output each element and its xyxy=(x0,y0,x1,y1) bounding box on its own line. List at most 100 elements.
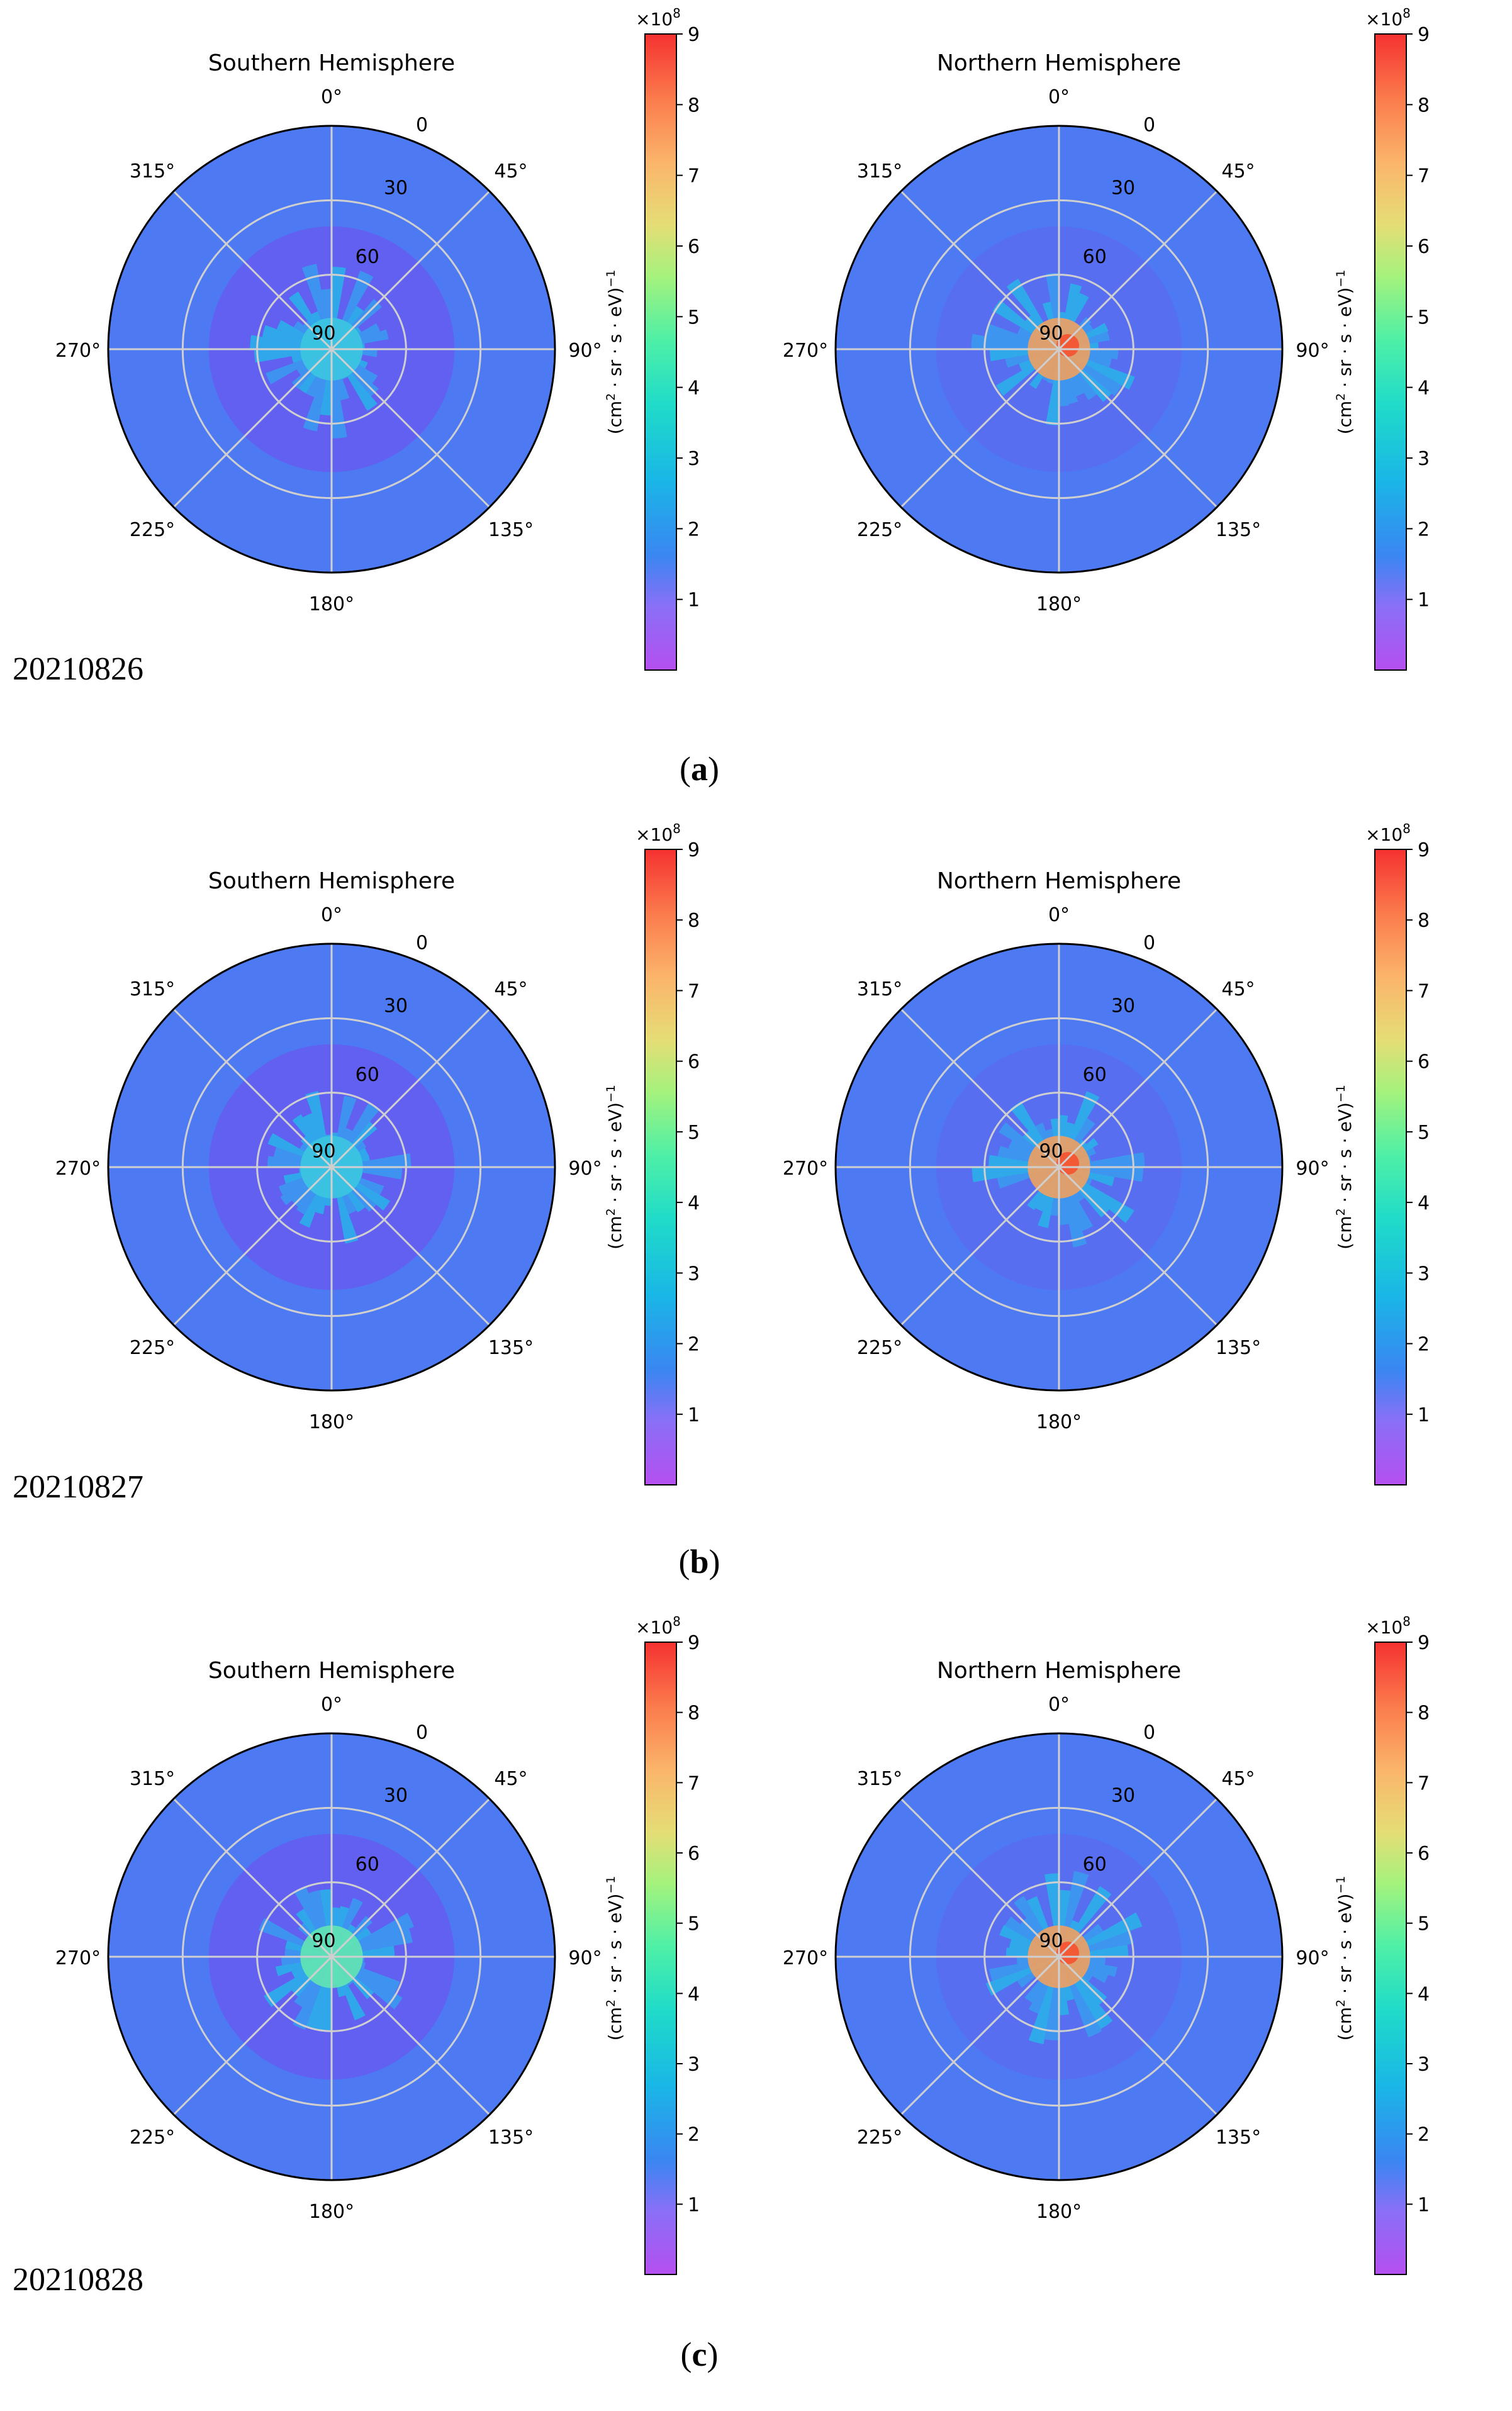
angle-tick-label: 270° xyxy=(55,1947,101,1969)
grid-spoke xyxy=(900,1166,1060,1326)
radial-tick-label: 90 xyxy=(311,1140,335,1162)
colorbar-tick-label: 3 xyxy=(1418,2054,1430,2076)
colorbar-tick-label: 3 xyxy=(688,1263,700,1285)
colorbar-tick-label: 4 xyxy=(688,1192,700,1214)
colorbar-tick-label: 7 xyxy=(1418,1772,1430,1794)
radial-tick-label: 0 xyxy=(1143,1722,1155,1744)
colorbar-tick-label: 9 xyxy=(688,24,700,46)
angle-tick-label: 90° xyxy=(568,340,602,362)
radial-tick-label: 0 xyxy=(1143,115,1155,137)
angle-tick-label: 135° xyxy=(488,519,534,541)
angle-tick-label: 0° xyxy=(1048,904,1070,926)
radial-tick-label: 60 xyxy=(356,246,379,268)
radial-tick-label: 0 xyxy=(1143,932,1155,954)
angle-tick-label: 135° xyxy=(488,1337,534,1359)
polar-frame xyxy=(834,1732,1284,2181)
radial-tick-label: 30 xyxy=(1111,177,1135,199)
radial-tick-label: 60 xyxy=(1083,1064,1107,1086)
colorbar-label: (cm2 · sr · s · eV)−1 xyxy=(1334,1085,1355,1250)
angle-tick-label: 225° xyxy=(130,2127,175,2149)
angle-tick-label: 0° xyxy=(321,1694,342,1716)
colorbar-label: (cm2 · sr · s · eV)−1 xyxy=(1334,1876,1355,2041)
angle-tick-label: 315° xyxy=(857,160,902,182)
grid-spoke xyxy=(900,1955,1060,2116)
colorbar-multiplier: ×108 xyxy=(636,821,681,845)
grid-spoke xyxy=(900,1008,1060,1168)
plot-title: Southern Hemisphere xyxy=(208,868,455,894)
angle-tick-label: 0° xyxy=(321,86,342,108)
polar-frame xyxy=(107,1732,556,2181)
angle-tick-label: 45° xyxy=(494,1768,527,1790)
angle-tick-label: 180° xyxy=(309,593,354,615)
angle-tick-label: 225° xyxy=(857,519,902,541)
colorbar-tick-label: 6 xyxy=(688,1843,700,1865)
panel-label: (c) xyxy=(681,2335,719,2373)
plot-title: Southern Hemisphere xyxy=(208,1658,455,1684)
angle-tick-label: 315° xyxy=(130,1768,175,1790)
colorbar-tick-label: 6 xyxy=(1418,1843,1430,1865)
angle-tick-label: 90° xyxy=(1296,1158,1329,1180)
angle-tick-label: 0° xyxy=(1048,1694,1070,1716)
angle-tick-label: 315° xyxy=(857,1768,902,1790)
radial-tick-label: 30 xyxy=(384,1785,408,1807)
radial-tick-label: 90 xyxy=(311,322,335,344)
angle-tick-label: 45° xyxy=(1221,978,1255,1000)
grid-spoke xyxy=(900,190,1060,350)
angle-tick-label: 135° xyxy=(488,2127,534,2149)
radial-tick-label: 60 xyxy=(356,1064,379,1086)
plot-title: Northern Hemisphere xyxy=(937,1658,1181,1684)
colorbar: 1 2 3 4 5 6 7 8 9 ×108 (cm2 · sr · s · eV)−1 xyxy=(1334,1614,1430,2275)
colorbar-tick-label: 9 xyxy=(688,1632,700,1654)
colorbar-gradient xyxy=(1374,33,1407,671)
colorbar-tick-label: 2 xyxy=(1418,518,1430,540)
grid-spoke xyxy=(172,348,333,508)
angle-tick-label: 225° xyxy=(130,1337,175,1359)
grid-spoke xyxy=(330,348,491,508)
colorbar-label: (cm2 · sr · s · eV)−1 xyxy=(604,1876,625,2041)
colorbar-tick-label: 6 xyxy=(688,1051,700,1073)
angle-tick-label: 180° xyxy=(1036,2201,1082,2223)
grid-spoke xyxy=(172,190,333,350)
angle-tick-label: 225° xyxy=(130,519,175,541)
colorbar-tick-label: 8 xyxy=(688,910,700,932)
colorbar-tick-label: 7 xyxy=(688,980,700,1002)
colorbar-tick-label: 2 xyxy=(688,1334,700,1356)
colorbar-tick-label: 1 xyxy=(1418,2194,1430,2216)
polar-plot-northern: Northern Hemisphere 0° 45° 90° 135° 180° 225° 2… xyxy=(783,1614,1430,2275)
colorbar-label: (cm2 · sr · s · eV)−1 xyxy=(604,1085,625,1250)
grid-spoke xyxy=(330,1166,491,1326)
colorbar-tick-label: 3 xyxy=(1418,448,1430,470)
angle-tick-label: 180° xyxy=(1036,1411,1082,1433)
colorbar-tick-label: 6 xyxy=(1418,236,1430,258)
angle-tick-label: 0° xyxy=(321,904,342,926)
panel-label: (b) xyxy=(678,1543,720,1580)
colorbar-tick-label: 5 xyxy=(1418,1122,1430,1144)
radial-tick-label: 30 xyxy=(1111,1785,1135,1807)
colorbar-tick-label: 7 xyxy=(688,165,700,187)
angle-tick-label: 180° xyxy=(309,1411,354,1433)
angle-tick-label: 90° xyxy=(1296,1947,1329,1969)
colorbar-tick-label: 4 xyxy=(688,1983,700,2005)
colorbar-tick-label: 6 xyxy=(688,236,700,258)
polar-plot-northern: Northern Hemisphere 0° 45° 90° 135° 180° 225° 2… xyxy=(783,821,1430,1485)
grid-spoke xyxy=(172,1955,333,2116)
date-label: 20210826 xyxy=(13,651,143,687)
colorbar-label: (cm2 · sr · s · eV)−1 xyxy=(604,270,625,435)
plot-title: Southern Hemisphere xyxy=(208,50,455,76)
colorbar-tick-label: 4 xyxy=(1418,1192,1430,1214)
angle-tick-label: 135° xyxy=(1216,1337,1261,1359)
colorbar: 1 2 3 4 5 6 7 8 9 ×108 (cm2 · sr · s · eV)−1 xyxy=(1334,6,1430,671)
date-label: 20210827 xyxy=(13,1469,143,1505)
colorbar-gradient xyxy=(644,33,677,671)
colorbar-tick-label: 2 xyxy=(688,518,700,540)
polar-plot-northern: Northern Hemisphere 0° 45° 90° 135° 180° 225° 2… xyxy=(783,6,1430,671)
colorbar-multiplier: ×108 xyxy=(1365,1614,1411,1638)
plot-title: Northern Hemisphere xyxy=(937,50,1181,76)
radial-tick-label: 90 xyxy=(1039,1140,1063,1162)
colorbar-tick-label: 1 xyxy=(688,2194,700,2216)
angle-tick-label: 180° xyxy=(309,2201,354,2223)
colorbar-tick-label: 4 xyxy=(688,378,700,400)
radial-tick-label: 90 xyxy=(1039,1930,1063,1952)
colorbar: 1 2 3 4 5 6 7 8 9 ×108 (cm2 · sr · s · eV)−1 xyxy=(1334,821,1430,1485)
